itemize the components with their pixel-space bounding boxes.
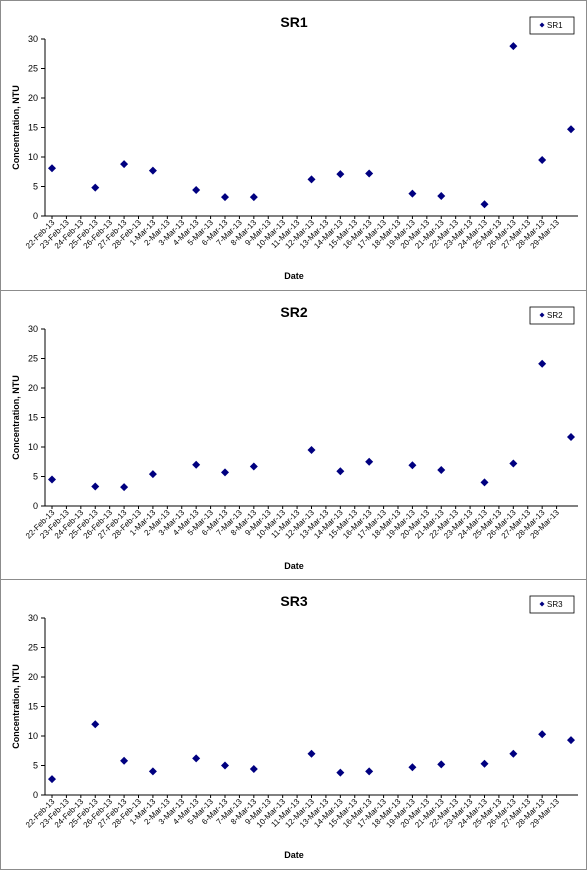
data-point: [538, 359, 547, 368]
data-point: [91, 183, 100, 192]
data-point: [48, 775, 56, 784]
y-tick-label: 30: [28, 613, 38, 623]
legend-label: SR2: [547, 311, 563, 320]
data-point: [437, 466, 446, 475]
y-axis-label: Concentration, NTU: [11, 664, 21, 749]
data-point: [148, 470, 157, 479]
data-point: [365, 457, 374, 466]
y-tick-label: 25: [28, 64, 38, 74]
data-point: [48, 164, 56, 173]
data-point: [120, 756, 129, 765]
y-axis-label: Concentration, NTU: [11, 85, 21, 170]
x-axis-label: Date: [284, 271, 304, 281]
y-tick-label: 10: [28, 152, 38, 162]
legend-label: SR1: [547, 21, 563, 30]
y-tick-label: 30: [28, 34, 38, 44]
data-point: [48, 475, 56, 484]
data-point: [336, 467, 345, 476]
data-point: [408, 461, 417, 470]
legend-marker: [539, 22, 545, 28]
data-point: [249, 462, 258, 471]
y-tick-label: 5: [33, 472, 38, 482]
data-point: [192, 754, 201, 763]
legend-box: [529, 306, 575, 325]
y-tick-label: 15: [28, 123, 38, 133]
data-point: [148, 767, 157, 776]
legend: SR1: [529, 16, 575, 35]
y-tick-label: 25: [28, 354, 38, 364]
data-point: [221, 761, 229, 770]
data-point: [509, 459, 518, 468]
data-point: [307, 175, 316, 184]
y-tick-label: 25: [28, 643, 38, 653]
data-point: [538, 155, 547, 164]
data-point: [336, 768, 345, 777]
y-tick-label: 20: [28, 93, 38, 103]
data-point: [538, 730, 547, 739]
legend: SR2: [529, 306, 575, 325]
chart-title: SR3: [280, 593, 307, 609]
data-point: [480, 478, 489, 487]
data-point: [249, 765, 258, 774]
data-point: [408, 763, 417, 772]
y-tick-label: 5: [33, 182, 38, 192]
y-tick-label: 15: [28, 702, 38, 712]
legend-box: [529, 16, 575, 35]
y-tick-label: 0: [33, 501, 38, 511]
data-point: [120, 483, 129, 492]
legend: SR3: [529, 595, 575, 614]
data-point: [192, 460, 201, 469]
data-point: [221, 468, 229, 477]
data-point: [480, 759, 489, 768]
y-axis-label: Concentration, NTU: [11, 375, 21, 460]
data-point: [120, 160, 129, 169]
data-point: [567, 432, 575, 441]
chart-title: SR1: [280, 14, 307, 30]
data-point: [365, 767, 374, 776]
data-point: [221, 193, 229, 202]
chart-panel-sr2: SR2 SR2 0 5 10 15 20 25 30 Concentration, NTU 22-F…: [0, 290, 587, 582]
legend-marker: [539, 601, 545, 607]
data-point: [437, 760, 446, 769]
data-point: [307, 445, 316, 454]
chart-panel-sr3: SR3 SR3 0 5 10 15 20 25 30 Concentration, NTU 22-F…: [0, 579, 587, 870]
data-point: [148, 166, 157, 175]
data-point: [91, 482, 100, 491]
y-tick-label: 15: [28, 413, 38, 423]
y-tick-label: 20: [28, 383, 38, 393]
y-tick-label: 5: [33, 761, 38, 771]
y-tick-label: 10: [28, 442, 38, 452]
y-tick-label: 30: [28, 324, 38, 334]
x-axis-label: Date: [284, 850, 304, 860]
legend-marker: [539, 312, 545, 318]
data-point: [480, 200, 489, 209]
legend-label: SR3: [547, 600, 563, 609]
data-point: [365, 169, 374, 178]
data-point: [192, 186, 201, 195]
data-point: [408, 189, 417, 198]
data-point: [437, 191, 446, 200]
y-tick-label: 0: [33, 790, 38, 800]
data-point: [509, 749, 518, 758]
x-axis-label: Date: [284, 561, 304, 571]
data-point: [567, 736, 575, 745]
data-point: [509, 42, 518, 51]
data-point: [249, 193, 258, 202]
data-point: [336, 170, 345, 179]
y-tick-label: 20: [28, 672, 38, 682]
chart-panel-sr1: SR1 SR1 0 5 10 15 20 25 30 Concentration, NTU 22-F…: [0, 0, 587, 292]
data-point: [567, 125, 575, 134]
data-point: [307, 749, 316, 758]
chart-title: SR2: [280, 304, 307, 320]
y-tick-label: 0: [33, 211, 38, 221]
data-point: [91, 720, 100, 729]
y-tick-label: 10: [28, 731, 38, 741]
legend-box: [529, 595, 575, 614]
